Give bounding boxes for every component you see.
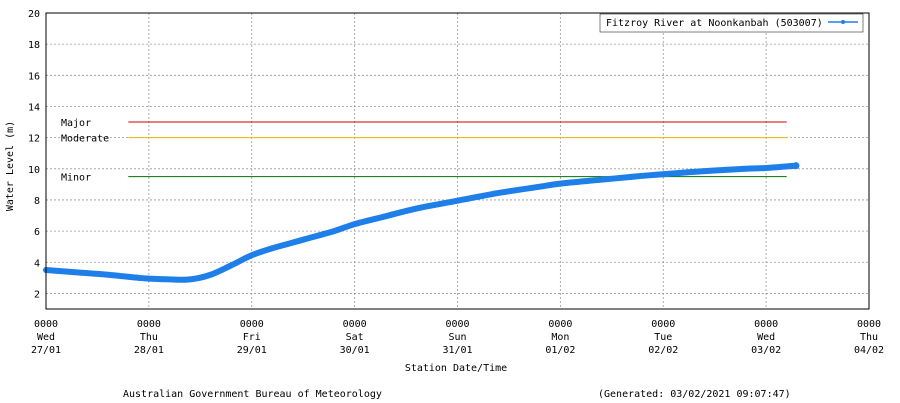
x-tick-time: 0000 — [445, 319, 469, 330]
x-tick-date: 28/01 — [134, 345, 164, 356]
flood-thresholds: Major Moderate Minor — [61, 118, 787, 184]
x-tick-time: 0000 — [857, 319, 881, 330]
y-tick-label: 4 — [34, 258, 40, 269]
x-tick-time: 0000 — [137, 319, 161, 330]
x-tick-day: Sat — [346, 332, 364, 343]
legend-label: Fitzroy River at Noonkanbah (503007) — [606, 18, 823, 29]
y-axis-label: Water Level (m) — [5, 121, 16, 211]
x-tick-day: Wed — [37, 332, 55, 343]
x-tick-date: 29/01 — [237, 345, 267, 356]
x-tick-time: 0000 — [240, 319, 264, 330]
x-tick-date: 02/02 — [648, 345, 678, 356]
footer-agency: Australian Government Bureau of Meteorol… — [123, 389, 382, 400]
y-tick-label: 16 — [28, 71, 40, 82]
x-tick-day: Wed — [757, 332, 775, 343]
x-tick-time: 0000 — [34, 319, 58, 330]
x-tick-time: 0000 — [548, 319, 572, 330]
x-tick-day: Fri — [243, 332, 261, 343]
x-tick-date: 27/01 — [31, 345, 61, 356]
x-tick-day: Thu — [140, 332, 158, 343]
x-tick-date: 03/02 — [751, 345, 781, 356]
x-tick-day: Sun — [448, 332, 466, 343]
y-tick-label: 8 — [34, 196, 40, 207]
legend-marker — [841, 20, 845, 24]
x-tick-day: Mon — [551, 332, 569, 343]
series-layer — [43, 162, 800, 283]
y-tick-label: 6 — [34, 227, 40, 238]
legend: Fitzroy River at Noonkanbah (503007) — [599, 13, 864, 33]
x-tick-date: 04/02 — [854, 345, 884, 356]
y-tick-label: 12 — [28, 134, 40, 145]
x-tick-date: 30/01 — [340, 345, 370, 356]
x-tick-day: Thu — [860, 332, 878, 343]
x-tick-time: 0000 — [651, 319, 675, 330]
y-tick-label: 18 — [28, 40, 40, 51]
y-tick-label: 2 — [34, 289, 40, 300]
x-tick-date: 31/01 — [442, 345, 472, 356]
y-tick-label: 14 — [28, 102, 40, 113]
x-axis-label: Station Date/Time — [405, 363, 507, 374]
x-tick-date: 01/02 — [545, 345, 575, 356]
x-tick-day: Tue — [654, 332, 672, 343]
series-end-point — [792, 162, 800, 170]
y-axis-ticks: 2 4 6 8 10 12 14 16 18 20 — [28, 9, 40, 300]
footer-generated: (Generated: 03/02/2021 09:07:47) — [598, 389, 791, 400]
x-axis-ticks: 0000 Wed 27/01 0000 Thu 28/01 0000 Fri 29/01 0000… — [31, 319, 884, 356]
threshold-label-major: Major — [61, 118, 91, 129]
series-line — [43, 162, 799, 283]
y-tick-label: 10 — [28, 165, 40, 176]
threshold-label-minor: Minor — [61, 173, 91, 184]
x-tick-time: 0000 — [754, 319, 778, 330]
y-tick-label: 20 — [28, 9, 40, 20]
plot-frame — [45, 12, 870, 310]
grid — [46, 12, 869, 309]
x-tick-time: 0000 — [343, 319, 367, 330]
legend-box — [599, 13, 864, 33]
threshold-label-moderate: Moderate — [61, 134, 109, 145]
